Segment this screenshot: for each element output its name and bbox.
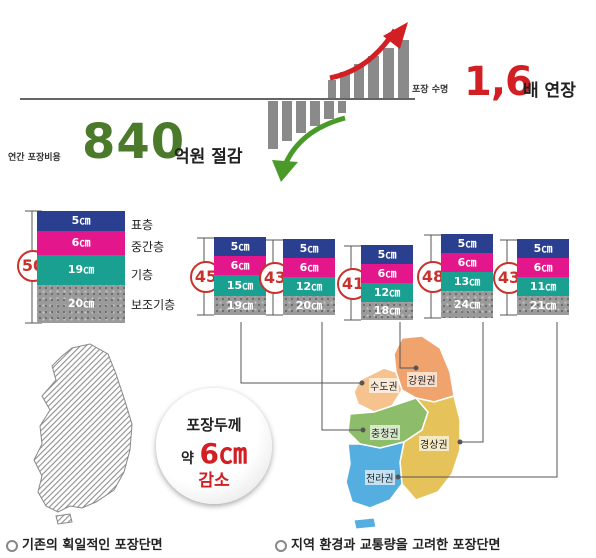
lifespan-unit: 배 연장 <box>523 81 576 101</box>
up-arrow-head-icon <box>383 22 408 49</box>
down-arrow-icon <box>282 115 346 167</box>
chungcheong-label: 충청권 <box>370 425 400 440</box>
gyeongsang-label: 경상권 <box>419 436 449 451</box>
existing-caption: 기존의 획일적인 포장단면 <box>6 534 163 553</box>
header-graphics <box>20 22 415 182</box>
regional-intermediate-layer: 6㎝ <box>283 258 335 277</box>
badge-reduce: 감소 <box>198 471 230 491</box>
regional-surface-layer: 5㎝ <box>441 234 493 253</box>
regional-subbase-layer: 20㎝ <box>283 296 335 315</box>
regional-surface-layer: 5㎝ <box>283 239 335 258</box>
regional-intermediate-layer: 6㎝ <box>441 253 493 272</box>
connector-gyeongsang <box>460 322 484 443</box>
surface-layer-label: 표층 <box>131 218 154 232</box>
down-arrow-head-icon <box>272 160 298 182</box>
connector-jeolla <box>398 322 558 478</box>
caption-bullet-icon <box>6 539 18 552</box>
badge-value: 6㎝ <box>199 437 247 470</box>
regional-base-layer: 13㎝ <box>441 272 493 291</box>
regional-subbase-layer: 18㎝ <box>361 302 413 320</box>
korea-existing-map <box>33 343 133 525</box>
cost-unit: 억원 절감 <box>174 147 243 167</box>
regional-subbase-layer: 21㎝ <box>517 296 569 315</box>
regional-intermediate-layer: 6㎝ <box>214 256 266 275</box>
existing-surface-layer: 5㎝ <box>37 211 125 231</box>
regional-surface-layer: 5㎝ <box>214 237 266 256</box>
existing-intermediate-layer: 6㎝ <box>37 231 125 255</box>
regional-base-layer: 12㎝ <box>283 277 335 296</box>
regional-subbase-layer: 19㎝ <box>214 296 266 315</box>
lifespan-label: 포장 수명 <box>412 85 449 95</box>
connector-chungcheong <box>321 322 363 431</box>
connector-sudo <box>240 322 362 384</box>
regional-intermediate-layer: 6㎝ <box>517 258 569 277</box>
caption-bullet-icon <box>275 539 287 552</box>
intermediate-layer-label: 중간층 <box>131 240 165 254</box>
subbase-layer-label: 보조기층 <box>131 298 176 312</box>
jeju-island <box>353 517 377 530</box>
regional-base-layer: 12㎝ <box>361 283 413 302</box>
lifespan-value: 1,6 <box>464 59 533 105</box>
regional-base-layer: 11㎝ <box>517 277 569 296</box>
regional-total-badge: 43 <box>493 262 525 294</box>
regional-subbase-layer: 24㎝ <box>441 291 493 318</box>
badge-title: 포장두께 <box>186 416 242 434</box>
cost-value: 840 <box>82 114 186 170</box>
falling-bars-icon <box>268 101 346 149</box>
existing-caption-text: 기존의 획일적인 포장단면 <box>22 538 163 553</box>
regional-surface-layer: 5㎝ <box>361 245 413 264</box>
thickness-reduction-badge: 포장두께 약 6㎝ 감소 <box>156 388 272 504</box>
regional-surface-layer: 5㎝ <box>517 239 569 258</box>
badge-value-row: 약 6㎝ <box>156 432 272 472</box>
badge-prefix: 약 <box>181 451 194 467</box>
regional-base-layer: 15㎝ <box>214 275 266 296</box>
regional-caption: 지역 환경과 교통량을 고려한 포장단면 <box>275 534 500 553</box>
jeolla-label: 전라권 <box>365 470 395 485</box>
base-layer-label: 기층 <box>131 268 154 282</box>
gangwon-label: 강원권 <box>407 372 437 387</box>
regional-intermediate-layer: 6㎝ <box>361 264 413 283</box>
regional-caption-text: 지역 환경과 교통량을 고려한 포장단면 <box>291 538 501 553</box>
connector-gangwon <box>399 322 416 369</box>
cost-label: 연간 포장비용 <box>8 153 61 163</box>
sudo-label: 수도권 <box>369 378 399 393</box>
rising-bars-icon <box>328 40 409 98</box>
existing-subbase-layer: 20㎝ <box>37 285 125 323</box>
existing-base-layer: 19㎝ <box>37 255 125 285</box>
